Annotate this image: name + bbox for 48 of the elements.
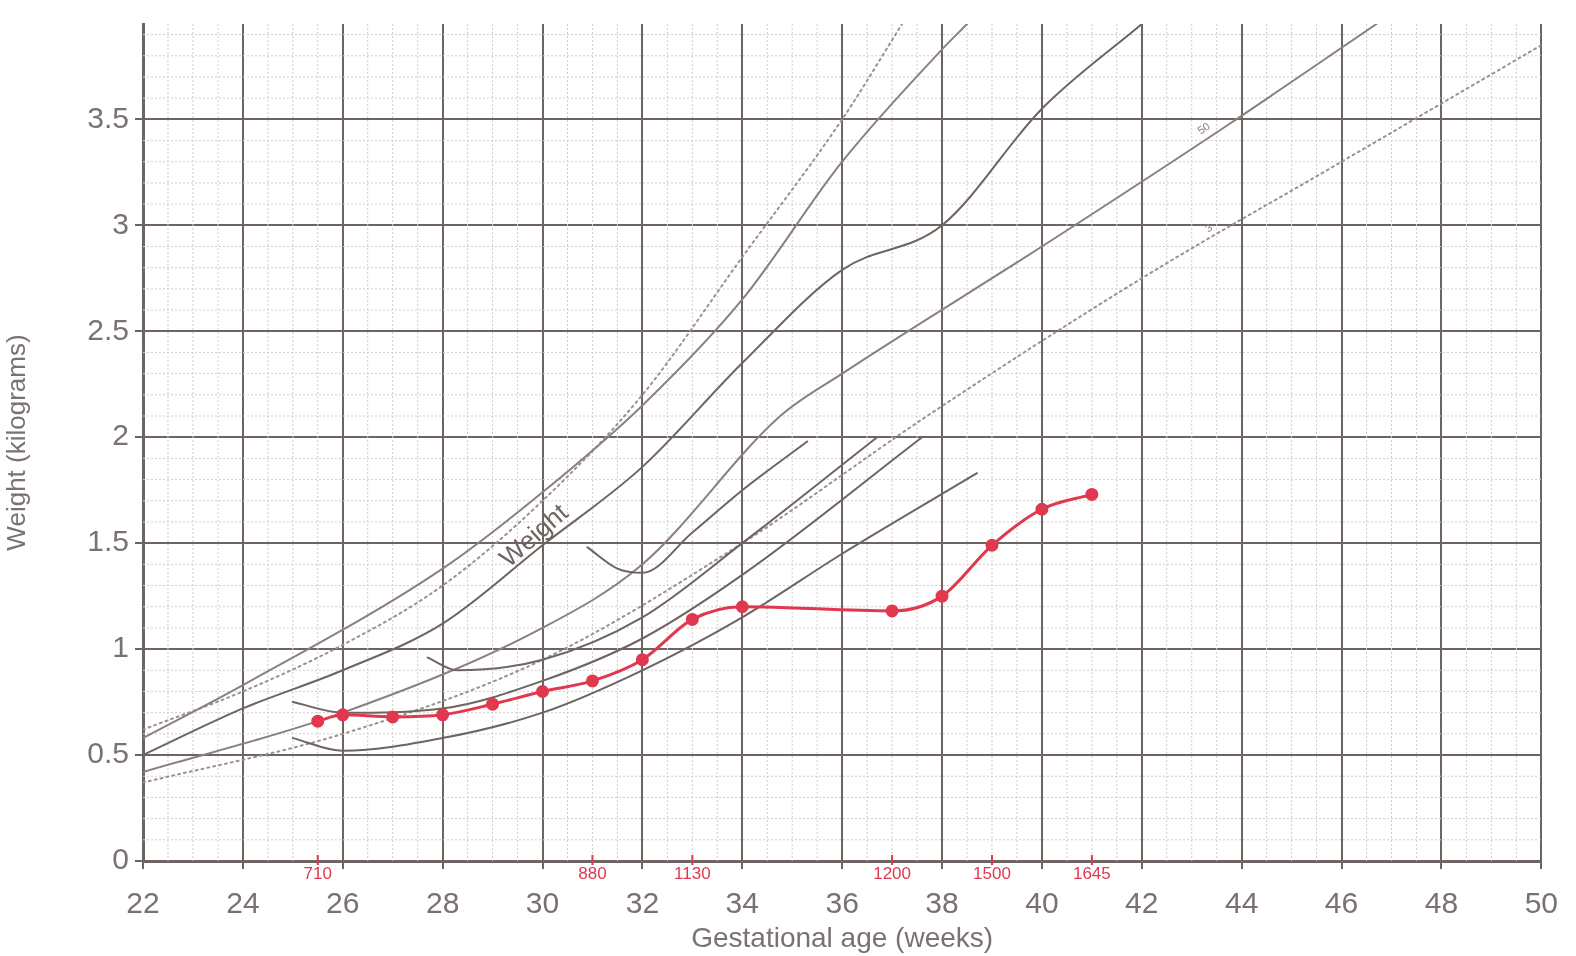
- x-tick-label: 48: [1424, 886, 1459, 920]
- x-axis-title: Gestational age (weeks): [691, 921, 994, 953]
- point: [985, 538, 999, 552]
- point: [885, 604, 899, 618]
- x-tick-label: 24: [226, 886, 260, 920]
- point: [685, 612, 699, 626]
- point: [311, 714, 325, 728]
- annotation: 1200: [873, 864, 912, 884]
- y-tick-label: 3: [112, 206, 129, 240]
- point: [536, 684, 550, 698]
- annotation: 1130: [674, 864, 711, 884]
- y-tick-label: 0.5: [87, 736, 129, 770]
- point: [486, 697, 500, 711]
- annotation: 1500: [973, 864, 1011, 884]
- x-tick-label: 30: [525, 886, 560, 920]
- y-axis-title: Weight (kilograms): [0, 334, 31, 551]
- annotation: 1645: [1072, 864, 1111, 884]
- x-tick-label: 32: [625, 886, 660, 920]
- point: [1035, 502, 1049, 516]
- y-tick-label: 0: [112, 842, 129, 876]
- y-tick-label: 3.5: [87, 100, 129, 134]
- annotation: 50: [1195, 119, 1213, 137]
- point: [935, 589, 949, 603]
- x-tick-label: 38: [925, 886, 959, 920]
- annotation: 3: [1202, 220, 1215, 235]
- x-tick-label: 26: [326, 886, 360, 920]
- x-tick-label: 50: [1524, 886, 1558, 920]
- point: [635, 653, 649, 667]
- y-tick-label: 2: [112, 418, 129, 452]
- point: [386, 710, 400, 724]
- point: [336, 708, 350, 722]
- annotation: 710: [303, 864, 332, 884]
- x-tick-label: 28: [425, 886, 460, 920]
- x-tick-label: 46: [1324, 886, 1359, 920]
- point: [585, 674, 599, 688]
- point: [436, 708, 450, 722]
- y-tick-label: 2.5: [87, 312, 129, 346]
- x-tick-label: 22: [126, 886, 160, 920]
- x-tick-label: 34: [725, 886, 759, 920]
- annotation: 880: [578, 864, 607, 884]
- x-tick-label: 36: [825, 886, 859, 920]
- x-tick-label: 44: [1224, 886, 1259, 920]
- y-tick-label: 1.5: [87, 524, 129, 558]
- point: [735, 600, 749, 614]
- y-tick-label: 1: [112, 630, 129, 664]
- point: [1085, 487, 1099, 501]
- x-tick-label: 42: [1125, 886, 1159, 920]
- x-tick-label: 40: [1025, 886, 1059, 920]
